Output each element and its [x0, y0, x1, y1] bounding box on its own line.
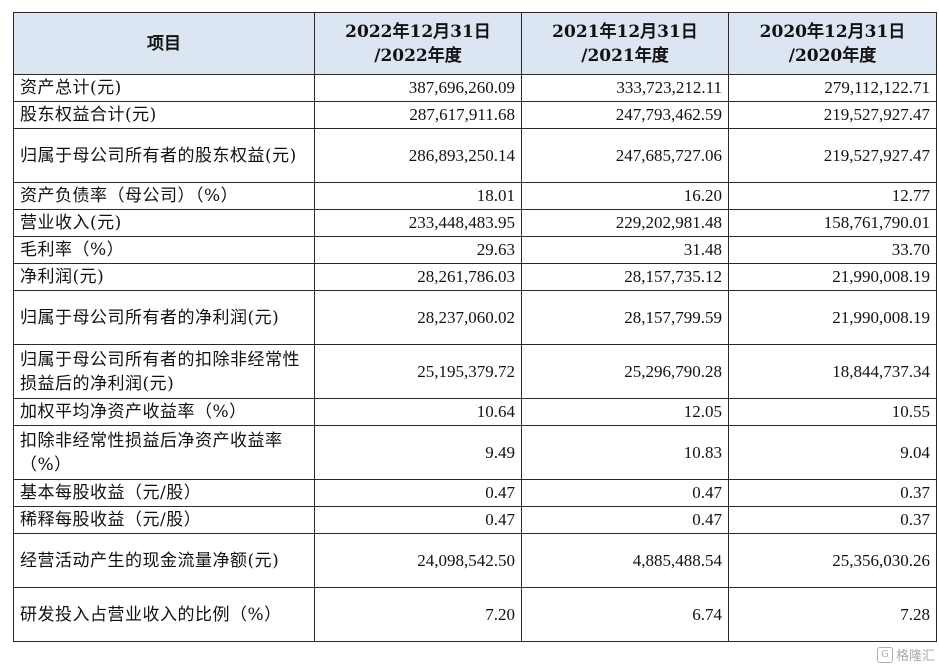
value-2020: 0.37	[728, 506, 937, 534]
value-2021: 333,723,212.11	[521, 74, 729, 102]
row-label: 资产总计(元)	[13, 74, 315, 102]
value-2020: 158,761,790.01	[728, 209, 937, 237]
table-row: 毛利率（%） 29.63 31.48 33.70	[13, 236, 937, 264]
value-2022: 287,617,911.68	[314, 101, 522, 129]
value-2021: 0.47	[521, 479, 729, 507]
value-2020: 7.28	[728, 587, 937, 642]
value-2020: 21,990,008.19	[728, 290, 937, 345]
value-2020: 33.70	[728, 236, 937, 264]
value-2022: 233,448,483.95	[314, 209, 522, 237]
table-row: 扣除非经常性损益后净资产收益率（%） 9.49 10.83 9.04	[13, 425, 937, 480]
table-row: 营业收入(元) 233,448,483.95 229,202,981.48 15…	[13, 209, 937, 237]
header-2022-year: /2022年度	[374, 45, 462, 66]
value-2020: 18,844,737.34	[728, 344, 937, 399]
value-2021: 12.05	[521, 398, 729, 426]
value-2021: 247,685,727.06	[521, 128, 729, 183]
value-2022: 0.47	[314, 479, 522, 507]
value-2020: 12.77	[728, 182, 937, 210]
header-2021: 2021年12月31日 /2021年度	[521, 12, 729, 75]
row-label: 归属于母公司所有者的股东权益(元)	[13, 128, 315, 183]
value-2020: 279,112,122.71	[728, 74, 937, 102]
row-label: 归属于母公司所有者的扣除非经常性损益后的净利润(元)	[13, 344, 315, 399]
value-2020: 219,527,927.47	[728, 101, 937, 129]
value-2022: 10.64	[314, 398, 522, 426]
value-2021: 0.47	[521, 506, 729, 534]
value-2022: 0.47	[314, 506, 522, 534]
header-2021-year: /2021年度	[581, 45, 669, 66]
row-label: 股东权益合计(元)	[13, 101, 315, 129]
row-label: 稀释每股收益（元/股）	[13, 506, 315, 534]
table-row: 归属于母公司所有者的净利润(元) 28,237,060.02 28,157,79…	[13, 290, 937, 345]
header-item-label: 项目	[147, 33, 181, 54]
header-2022-date: 2022年12月31日	[345, 21, 491, 42]
value-2021: 247,793,462.59	[521, 101, 729, 129]
value-2021: 25,296,790.28	[521, 344, 729, 399]
header-item: 项目	[13, 12, 315, 75]
row-label: 加权平均净资产收益率（%）	[13, 398, 315, 426]
row-label: 研发投入占营业收入的比例（%）	[13, 587, 315, 642]
value-2022: 7.20	[314, 587, 522, 642]
row-label: 基本每股收益（元/股）	[13, 479, 315, 507]
value-2022: 18.01	[314, 182, 522, 210]
row-label: 毛利率（%）	[13, 236, 315, 264]
value-2020: 10.55	[728, 398, 937, 426]
row-label: 归属于母公司所有者的净利润(元)	[13, 290, 315, 345]
table-row: 研发投入占营业收入的比例（%） 7.20 6.74 7.28	[13, 587, 937, 642]
value-2020: 0.37	[728, 479, 937, 507]
value-2021: 6.74	[521, 587, 729, 642]
value-2021: 10.83	[521, 425, 729, 480]
value-2021: 229,202,981.48	[521, 209, 729, 237]
watermark-text: 格隆汇	[895, 649, 935, 664]
table-row: 加权平均净资产收益率（%） 10.64 12.05 10.55	[13, 398, 937, 426]
value-2022: 9.49	[314, 425, 522, 480]
header-2020-date: 2020年12月31日	[759, 21, 906, 42]
value-2022: 24,098,542.50	[314, 533, 522, 588]
table-row: 资产总计(元) 387,696,260.09 333,723,212.11 27…	[13, 74, 937, 102]
row-label: 营业收入(元)	[13, 209, 315, 237]
header-2021-date: 2021年12月31日	[552, 21, 698, 42]
table-row: 归属于母公司所有者的扣除非经常性损益后的净利润(元) 25,195,379.72…	[13, 344, 937, 399]
table-row: 归属于母公司所有者的股东权益(元) 286,893,250.14 247,685…	[13, 128, 937, 183]
value-2020: 21,990,008.19	[728, 263, 937, 291]
row-label: 扣除非经常性损益后净资产收益率（%）	[13, 425, 315, 480]
logo-icon: G	[876, 646, 893, 663]
table-row: 基本每股收益（元/股） 0.47 0.47 0.37	[13, 479, 937, 507]
value-2022: 28,237,060.02	[314, 290, 522, 345]
table-row: 资产负债率（母公司）（%） 18.01 16.20 12.77	[13, 182, 937, 210]
row-label: 经营活动产生的现金流量净额(元)	[13, 533, 315, 588]
value-2020: 9.04	[728, 425, 937, 480]
value-2022: 286,893,250.14	[314, 128, 522, 183]
header-2020-year: /2020年度	[788, 45, 877, 66]
value-2021: 28,157,799.59	[521, 290, 729, 345]
value-2021: 31.48	[521, 236, 729, 264]
table-row: 股东权益合计(元) 287,617,911.68 247,793,462.59 …	[13, 101, 937, 129]
value-2022: 29.63	[314, 236, 522, 264]
value-2022: 28,261,786.03	[314, 263, 522, 291]
value-2022: 25,195,379.72	[314, 344, 522, 399]
table-row: 经营活动产生的现金流量净额(元) 24,098,542.50 4,885,488…	[13, 533, 937, 588]
value-2021: 4,885,488.54	[521, 533, 729, 588]
financial-table: 项目 2022年12月31日 /2022年度 2021年12月31日 /2021…	[13, 12, 937, 642]
value-2021: 16.20	[521, 182, 729, 210]
row-label: 净利润(元)	[13, 263, 315, 291]
header-2020: 2020年12月31日 /2020年度	[728, 12, 937, 75]
value-2020: 219,527,927.47	[728, 128, 937, 183]
header-row: 项目 2022年12月31日 /2022年度 2021年12月31日 /2021…	[13, 12, 937, 75]
table-row: 净利润(元) 28,261,786.03 28,157,735.12 21,99…	[13, 263, 937, 291]
value-2020: 25,356,030.26	[728, 533, 937, 588]
header-2022: 2022年12月31日 /2022年度	[314, 12, 522, 75]
watermark: G 格隆汇	[876, 645, 935, 664]
value-2022: 387,696,260.09	[314, 74, 522, 102]
row-label: 资产负债率（母公司）（%）	[13, 182, 315, 210]
value-2021: 28,157,735.12	[521, 263, 729, 291]
table-row: 稀释每股收益（元/股） 0.47 0.47 0.37	[13, 506, 937, 534]
